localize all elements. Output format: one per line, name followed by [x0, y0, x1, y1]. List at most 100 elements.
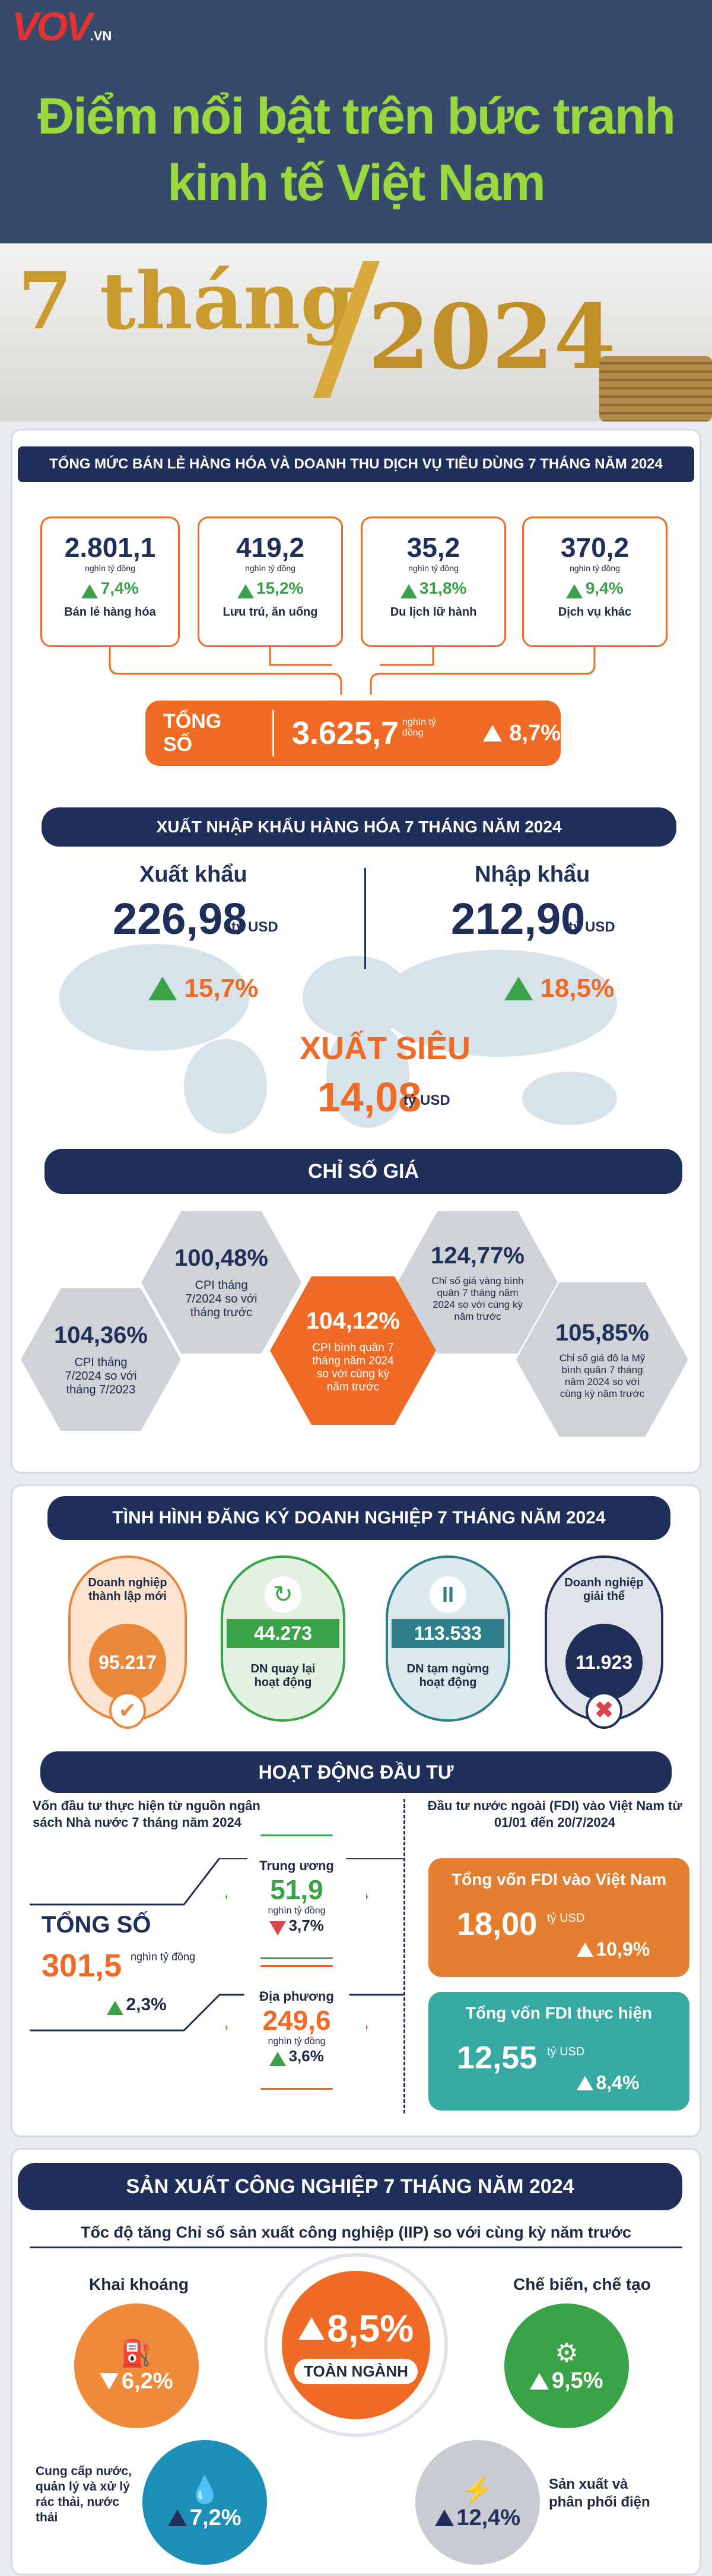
export-value: 226,98 — [113, 894, 247, 943]
industry-center-label: TOÀN NGÀNH — [294, 2358, 418, 2384]
retail-connector-lines — [109, 647, 596, 695]
oil-rig-icon: ⛽ — [120, 2339, 153, 2368]
business-card-pause: II 113.533 DN tạm ngừng hoạt động — [386, 1555, 510, 1722]
close-icon: ✖ — [586, 1692, 622, 1729]
up-arrow-icon — [434, 2510, 454, 2526]
header-banner — [0, 0, 712, 243]
business-card-dissolved: Doanh nghiệp giải thể 11.923 ✖ — [545, 1555, 663, 1729]
retail-value: 419,2 — [236, 532, 305, 563]
logo-suffix: .VN — [90, 28, 112, 43]
invest-total-value: 301,5 — [42, 1948, 122, 1984]
price-label: Chỉ số giá vàng bình quân 7 tháng năm 20… — [431, 1275, 524, 1322]
logo[interactable]: VOV.VN — [12, 4, 112, 49]
water-label: Cung cấp nước, quản lý và xử lý rác thải… — [36, 2464, 132, 2524]
business-title-bar: TÌNH HÌNH ĐĂNG KÝ DOANH NGHIỆP 7 THÁNG N… — [47, 1496, 670, 1540]
up-arrow-icon — [577, 2076, 593, 2090]
fdi-reg-growth: 10,9% — [596, 1938, 650, 1960]
invest-total-label: TỔNG SỐ — [42, 1912, 151, 1938]
investment-divider — [403, 1799, 405, 2114]
fdi-reg-label: Tổng vốn FDI vào Việt Nam — [452, 1870, 666, 1889]
retail-label: Dịch vụ khác — [558, 605, 632, 619]
header-lower — [0, 243, 712, 422]
business-label: Doanh nghiệp thành lập mới — [88, 1576, 167, 1603]
months-label: 7 tháng — [18, 255, 355, 347]
retail-label: Lưu trú, ăn uống — [223, 605, 318, 619]
fdi-real-value: 12,55 — [457, 2040, 538, 2076]
return-icon: ↻ — [265, 1576, 301, 1613]
price-hex-cpi-month: 100,48% CPI tháng 7/2024 so với tháng tr… — [141, 1211, 301, 1354]
import-growth-row: 18,5% — [504, 974, 614, 1003]
up-arrow-icon — [269, 2051, 287, 2066]
retail-card-4: 370,2 nghìn tỷ đồng 9,4% Dịch vụ khác — [522, 517, 668, 647]
retail-unit: nghìn tỷ đồng — [85, 563, 135, 573]
down-arrow-icon — [269, 1921, 287, 1935]
retail-card-1: 2.801,1 nghìn tỷ đồng 7,4% Bán lẻ hàng h… — [40, 517, 180, 647]
retail-unit: nghìn tỷ đồng — [570, 563, 620, 573]
retail-total-growth: 8,7% — [509, 720, 561, 746]
up-arrow-icon — [566, 584, 583, 598]
trade-title-bar: XUẤT NHẬP KHẨU HÀNG HÓA 7 THÁNG NĂM 2024 — [42, 807, 676, 847]
check-icon: ✔ — [109, 1692, 146, 1729]
retail-total-value: 3.625,7 — [291, 715, 399, 751]
fdi-real-label: Tổng vốn FDI thực hiện — [465, 2004, 653, 2022]
retail-growth: 31,8% — [419, 579, 467, 597]
year-label: 2024 — [368, 285, 616, 389]
pause-icon: II — [430, 1576, 466, 1613]
mining-value: 6,2% — [121, 2368, 173, 2394]
power-tower-icon: ⚡ — [461, 2475, 494, 2505]
industry-title-bar: SẢN XUẤT CÔNG NGHIỆP 7 THÁNG NĂM 2024 — [18, 2163, 682, 2210]
up-arrow-icon — [530, 2372, 549, 2390]
up-arrow-icon — [107, 2000, 123, 2015]
price-label: Chỉ số giá đô la Mỹ bình quân 7 tháng nă… — [559, 1352, 646, 1399]
coin-stack-graphic — [599, 356, 712, 422]
import-label: Nhập khẩu — [475, 862, 590, 887]
import-unit: tỷ USD — [568, 919, 615, 935]
export-growth-row: 15,7% — [148, 974, 258, 1003]
retail-title-bar: TỔNG MỨC BÁN LẺ HÀNG HÓA VÀ DOANH THU DỊ… — [18, 446, 694, 482]
title-line1: Điểm nổi bật trên bức tranh — [37, 88, 676, 145]
title-line2: kinh tế Việt Nam — [167, 154, 546, 211]
industry-subtitle: Tốc độ tăng Chỉ số sản xuất công nghiệp … — [30, 2223, 682, 2248]
power-value: 12,4% — [456, 2505, 521, 2530]
manuf-label: Chế biến, chế tạo — [513, 2275, 651, 2293]
local-label: Địa phương — [259, 1989, 334, 2004]
up-arrow-icon — [298, 2317, 325, 2340]
fdi-real-unit: tỷ USD — [547, 2045, 585, 2058]
import-value: 212,90 — [451, 894, 586, 943]
price-label: CPI tháng 7/2024 so với tháng trước — [185, 1279, 258, 1319]
price-label: CPI bình quân 7 tháng năm 2024 so với cù… — [312, 1341, 394, 1393]
price-hex-cpi-year: 104,36% CPI tháng 7/2024 so với tháng 7/… — [21, 1288, 181, 1431]
central-growth: 3,7% — [288, 1916, 324, 1935]
trade-divider — [364, 868, 366, 969]
retail-label: Bán lẻ hàng hóa — [64, 605, 156, 619]
price-value: 124,77% — [431, 1242, 525, 1269]
local-hex: Địa phương 249,6 nghìn tỷ đồng 3,6% — [225, 1965, 368, 2090]
water-drop-icon: 💧 — [188, 2475, 221, 2505]
export-growth: 15,7% — [184, 974, 259, 1003]
central-hex: Trung ương 51,9 nghìn tỷ đồng 3,7% — [225, 1834, 368, 1959]
price-label: CPI tháng 7/2024 so với tháng 7/2023 — [65, 1356, 137, 1396]
up-arrow-icon — [400, 584, 417, 598]
retail-growth: 9,4% — [585, 579, 624, 597]
fdi-realized-box: Tổng vốn FDI thực hiện 12,55 tỷ USD 8,4% — [428, 1992, 689, 2111]
industry-center-circle: 8,5% TOÀN NGÀNH — [264, 2253, 448, 2437]
gears-icon: ⚙ — [555, 2339, 578, 2368]
export-label: Xuất khẩu — [139, 862, 247, 887]
central-value: 51,9 — [270, 1874, 323, 1906]
fdi-title: Đầu tư nước ngoài (FDI) vào Việt Nam từ … — [427, 1798, 682, 1830]
down-arrow-icon — [100, 2373, 119, 2390]
industry-center-value: 8,5% — [327, 2306, 414, 2350]
price-value: 104,36% — [54, 1322, 148, 1348]
logo-text: VOV — [12, 4, 93, 49]
up-arrow-icon — [577, 1942, 593, 1957]
up-arrow-icon — [504, 977, 533, 1000]
retail-total-label: TỔNG SỐ — [163, 710, 274, 756]
retail-total-box: TỔNG SỐ 3.625,7 nghìn tỷ đồng 8,7% — [145, 701, 561, 766]
price-value: 105,85% — [555, 1319, 649, 1346]
up-arrow-icon — [168, 2510, 187, 2526]
invest-total-growth: 2,3% — [126, 1995, 167, 2014]
water-circle: 💧 7,2% — [142, 2440, 267, 2565]
business-value: 44.273 — [227, 1618, 339, 1648]
import-growth: 18,5% — [540, 974, 615, 1003]
surplus-label: XUẤT SIÊU — [300, 1031, 471, 1066]
